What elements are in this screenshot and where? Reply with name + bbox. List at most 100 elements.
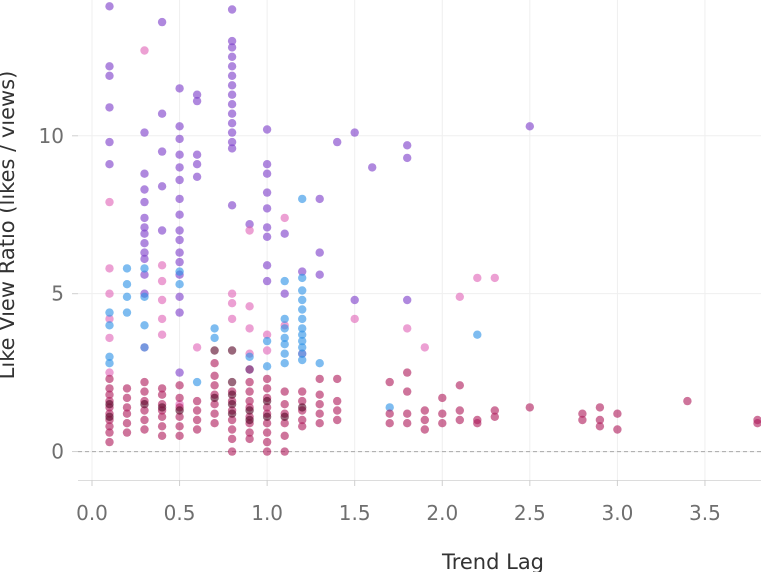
data-point bbox=[227, 425, 237, 434]
data-point bbox=[298, 330, 307, 339]
data-point bbox=[227, 109, 237, 118]
data-point bbox=[473, 419, 482, 428]
data-point bbox=[262, 330, 272, 339]
data-point bbox=[753, 419, 761, 428]
data-point bbox=[227, 415, 237, 425]
data-point bbox=[210, 393, 219, 403]
data-point bbox=[192, 96, 202, 106]
data-point bbox=[140, 185, 149, 194]
data-point bbox=[403, 141, 412, 150]
data-point bbox=[157, 422, 167, 431]
data-point bbox=[175, 248, 184, 257]
data-point bbox=[105, 333, 114, 343]
data-point bbox=[105, 137, 114, 147]
data-point bbox=[280, 349, 289, 358]
data-point bbox=[140, 197, 149, 207]
x-axis-title: Trend Lag bbox=[441, 550, 544, 572]
data-point bbox=[122, 292, 132, 301]
data-point bbox=[227, 90, 237, 99]
data-point bbox=[385, 403, 394, 412]
data-point bbox=[262, 188, 272, 197]
data-point bbox=[613, 425, 622, 434]
data-point bbox=[227, 390, 237, 399]
data-point bbox=[315, 359, 324, 368]
data-point bbox=[157, 261, 167, 270]
data-point bbox=[192, 150, 202, 159]
data-point bbox=[298, 305, 307, 314]
data-point bbox=[140, 248, 149, 257]
data-point bbox=[157, 330, 167, 339]
data-point bbox=[403, 324, 412, 333]
y-tick-label: 0 bbox=[51, 440, 64, 464]
data-point bbox=[175, 84, 184, 93]
data-point bbox=[210, 381, 219, 390]
data-point bbox=[262, 428, 272, 437]
data-point bbox=[350, 128, 359, 137]
data-point bbox=[262, 419, 272, 428]
data-point bbox=[333, 415, 342, 425]
data-point bbox=[262, 232, 272, 241]
data-point bbox=[157, 431, 167, 440]
data-point bbox=[140, 169, 149, 178]
data-point bbox=[227, 52, 237, 61]
data-point bbox=[245, 415, 254, 425]
data-point bbox=[105, 390, 114, 399]
data-point bbox=[245, 302, 254, 311]
data-point bbox=[157, 314, 167, 324]
data-point bbox=[105, 352, 114, 361]
data-point bbox=[333, 137, 342, 147]
data-point bbox=[140, 239, 149, 248]
data-point bbox=[455, 292, 464, 301]
data-point bbox=[350, 314, 359, 324]
data-point bbox=[227, 137, 237, 147]
data-point bbox=[595, 422, 605, 431]
data-point bbox=[175, 122, 184, 131]
data-point bbox=[175, 308, 184, 317]
data-point bbox=[298, 387, 307, 396]
data-point bbox=[578, 409, 587, 418]
data-point bbox=[175, 150, 184, 159]
data-point bbox=[140, 406, 149, 415]
data-point bbox=[105, 2, 114, 11]
data-point bbox=[122, 409, 132, 418]
data-point bbox=[298, 324, 307, 333]
data-point bbox=[262, 125, 272, 134]
data-point bbox=[403, 409, 412, 418]
data-point bbox=[595, 415, 605, 425]
data-point bbox=[140, 223, 149, 232]
data-point bbox=[157, 147, 167, 156]
data-point bbox=[262, 447, 272, 456]
data-point bbox=[210, 346, 219, 355]
data-point bbox=[403, 419, 412, 428]
data-point bbox=[140, 229, 149, 238]
data-point bbox=[385, 409, 394, 418]
data-point bbox=[105, 308, 114, 317]
data-point bbox=[490, 412, 499, 421]
data-point bbox=[245, 387, 254, 396]
data-point bbox=[245, 324, 254, 333]
data-point bbox=[157, 17, 167, 27]
data-point bbox=[227, 81, 237, 90]
data-point bbox=[262, 403, 272, 412]
data-point bbox=[262, 362, 272, 371]
data-point bbox=[157, 226, 167, 235]
data-point bbox=[157, 295, 167, 305]
data-point bbox=[280, 359, 289, 368]
data-point bbox=[175, 431, 184, 440]
data-point bbox=[525, 122, 534, 131]
data-point bbox=[157, 390, 167, 399]
data-point bbox=[525, 403, 534, 412]
data-point bbox=[227, 201, 237, 210]
data-point bbox=[122, 384, 132, 393]
data-point bbox=[192, 90, 202, 99]
data-point bbox=[175, 381, 184, 390]
x-tick-label: 2.0 bbox=[426, 501, 458, 525]
data-point bbox=[175, 235, 184, 245]
data-point bbox=[122, 280, 132, 289]
x-tick-label: 3.5 bbox=[689, 501, 721, 525]
data-point bbox=[227, 36, 237, 46]
data-point bbox=[140, 128, 149, 137]
data-point bbox=[175, 280, 184, 289]
data-point bbox=[105, 103, 114, 112]
